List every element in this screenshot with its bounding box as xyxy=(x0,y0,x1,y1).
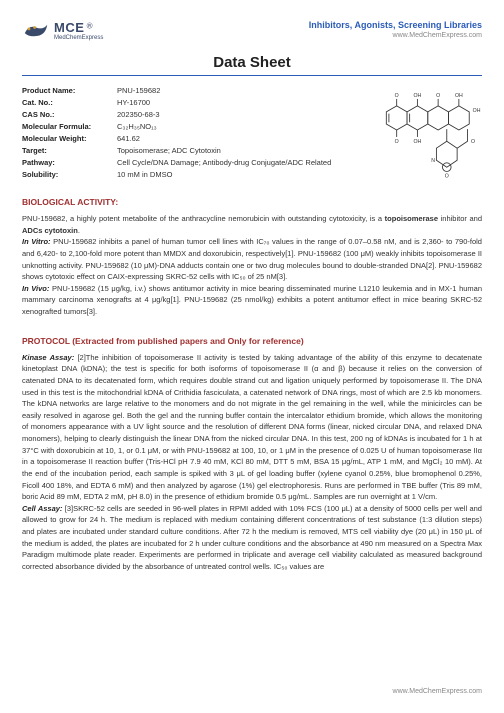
svg-text:O: O xyxy=(471,139,475,145)
svg-text:OH: OH xyxy=(414,139,422,145)
bio-activity-body: PNU-159682, a highly potent metabolite o… xyxy=(22,213,482,318)
logo-icon xyxy=(22,20,50,42)
logo-subtitle: MedChemExpress xyxy=(54,35,103,41)
svg-text:OH: OH xyxy=(414,93,422,99)
invivo-label: In Vivo: xyxy=(22,284,49,293)
weight-label: Molecular Weight: xyxy=(22,134,117,143)
cas-no-label: CAS No.: xyxy=(22,110,117,119)
protocol-body: Kinase Assay: [2]The inhibition of topoi… xyxy=(22,352,482,573)
svg-text:N: N xyxy=(431,158,435,164)
invitro-text: PNU-159682 inhibits a panel of human tum… xyxy=(22,237,482,281)
pathway-label: Pathway: xyxy=(22,158,117,167)
footer-url: www.MedChemExpress.com xyxy=(393,688,482,695)
kinase-text: [2]The inhibition of topoisomerase II ac… xyxy=(22,353,482,502)
logo-text: MCE xyxy=(54,20,84,35)
invivo-text: PNU-159682 (15 μg/kg, i.v.) shows antitu… xyxy=(22,284,482,316)
kinase-label: Kinase Assay: xyxy=(22,353,74,362)
svg-text:O: O xyxy=(445,174,449,180)
invitro-label: In Vitro: xyxy=(22,237,51,246)
chemical-structure-icon: O OH O OH OH O OH O N O xyxy=(377,86,482,181)
protocol-title: PROTOCOL (Extracted from published paper… xyxy=(22,336,482,346)
header: MCE ® MedChemExpress Inhibitors, Agonist… xyxy=(22,20,482,42)
header-tagline: Inhibitors, Agonists, Screening Librarie… xyxy=(309,20,482,30)
svg-text:O: O xyxy=(395,139,399,145)
bio-intro-d: ADCs cytotoxin xyxy=(22,226,78,235)
cat-no-label: Cat. No.: xyxy=(22,98,117,107)
page-title: Data Sheet xyxy=(22,54,482,76)
bio-intro-b: topoisomerase xyxy=(385,214,438,223)
formula-label: Molecular Formula: xyxy=(22,122,117,131)
cell-label: Cell Assay: xyxy=(22,504,62,513)
info-block: Product Name: PNU-159682 Cat. No.: HY-16… xyxy=(22,86,482,179)
product-name-label: Product Name: xyxy=(22,86,117,95)
cell-text: [3]SKRC-52 cells are seeded in 96-well p… xyxy=(22,504,482,571)
bio-intro-c: inhibitor and xyxy=(438,214,482,223)
header-url: www.MedChemExpress.com xyxy=(309,32,482,39)
svg-text:OH: OH xyxy=(473,108,481,114)
bio-intro-e: . xyxy=(78,226,80,235)
bio-intro-a: PNU-159682, a highly potent metabolite o… xyxy=(22,214,385,223)
svg-text:O: O xyxy=(436,93,440,99)
logo: MCE ® MedChemExpress xyxy=(22,20,103,42)
svg-text:O: O xyxy=(395,93,399,99)
solubility-label: Solubility: xyxy=(22,170,117,179)
bio-activity-title: BIOLOGICAL ACTIVITY: xyxy=(22,197,482,207)
target-label: Target: xyxy=(22,146,117,155)
svg-text:OH: OH xyxy=(455,93,463,99)
header-right: Inhibitors, Agonists, Screening Librarie… xyxy=(309,20,482,39)
registered-icon: ® xyxy=(87,21,93,30)
